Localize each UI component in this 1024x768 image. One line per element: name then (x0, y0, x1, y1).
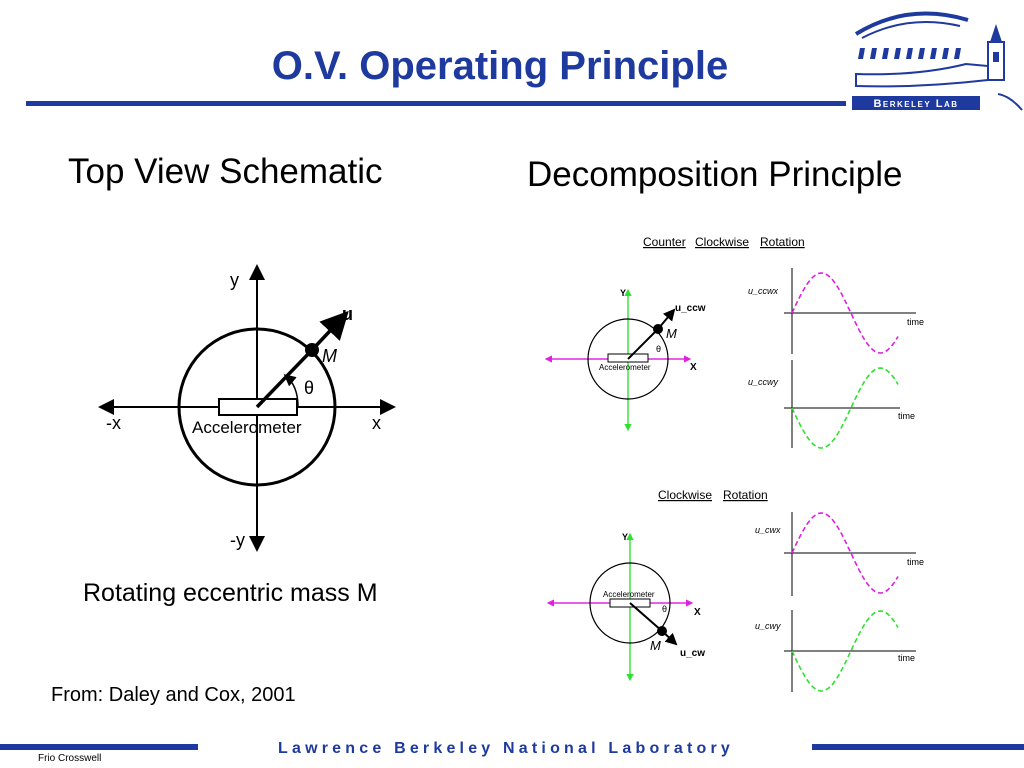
u-vector-arrow (310, 310, 349, 352)
ccw-y-component-wave (791, 367, 899, 449)
ccw-x-label: X (690, 362, 697, 373)
neg-x-label: -x (106, 413, 121, 433)
ccw-y-label: Y (620, 288, 626, 298)
diagram-caption: Rotating eccentric mass M (83, 579, 378, 607)
title-divider (26, 101, 846, 106)
cw-theta-label: θ (662, 604, 667, 614)
cw-plot2-label: u_cwy (755, 621, 781, 631)
theta-label: θ (304, 378, 314, 398)
mass-label: M (322, 346, 337, 366)
decomposition-diagram: Counter Clockwise Rotation Y X u_ccw M θ… (544, 235, 924, 692)
ccw-title-word-2: Clockwise (695, 235, 749, 249)
cw-title-word-2: Rotation (723, 488, 768, 502)
neg-y-label: -y (230, 530, 245, 550)
cw-circle (589, 562, 671, 644)
cw-mass-label: M (650, 638, 661, 653)
svg-text:Clockwise Rotation: Clockwise Rotation (658, 488, 768, 502)
ccw-block: Counter Clockwise Rotation Y X u_ccw M θ… (544, 235, 924, 449)
cw-accelerometer-label: Accelerometer (603, 590, 655, 599)
logo-text: Berkeley Lab (873, 98, 958, 110)
ccw-title-word-1: Counter (643, 235, 686, 249)
ccw-title-word-3: Rotation (760, 235, 805, 249)
eccentric-mass (305, 343, 319, 357)
cw-plot1-label: u_cwx (755, 525, 781, 535)
ccw-accelerometer-label: Accelerometer (599, 363, 651, 372)
right-panel-heading: Decomposition Principle (527, 155, 903, 194)
ccw-mass (653, 324, 663, 334)
ccw-vector-label: u_ccw (675, 303, 706, 314)
ccw-arm (627, 328, 659, 360)
ccw-plot1-label: u_ccwx (748, 286, 779, 296)
cw-plot2-time-label: time (898, 653, 915, 663)
ccw-circle (587, 318, 669, 400)
cw-mass (657, 626, 667, 636)
angle-arc (283, 374, 299, 408)
cw-x-label: X (694, 607, 701, 618)
ccw-plot2-time-label: time (898, 411, 915, 421)
author-credit: Frio Crosswell (38, 753, 102, 764)
page-title: O.V. Operating Principle (271, 44, 729, 88)
cw-y-label: Y (622, 532, 628, 542)
cw-vector-label: u_cw (680, 648, 705, 659)
rotation-circle (177, 327, 337, 487)
berkeley-lab-logo: Berkeley Lab (852, 11, 1023, 111)
cw-arm (629, 602, 663, 632)
ccw-plot2-label: u_ccwy (748, 377, 779, 387)
x-label: x (372, 413, 381, 433)
y-label: y (230, 270, 239, 290)
left-panel-heading: Top View Schematic (68, 152, 383, 191)
svg-text:Counter Clockwise: Counter Clockwise Rotation (643, 235, 805, 249)
ccw-theta-label: θ (656, 344, 661, 354)
cw-y-component-wave (791, 610, 899, 692)
ccw-plot1-time-label: time (907, 317, 924, 327)
accelerometer-label: Accelerometer (192, 418, 302, 437)
footer-rule-left (0, 744, 198, 750)
cw-plot1-time-label: time (907, 557, 924, 567)
footer-rule-right (812, 744, 1024, 750)
source-citation: From: Daley and Cox, 2001 (51, 684, 296, 706)
cw-title-word-1: Clockwise (658, 488, 712, 502)
top-view-schematic: y -y x -x u M θ Accelerometer (98, 264, 396, 552)
cw-x-component-wave (791, 512, 899, 594)
u-label: u (342, 304, 353, 324)
cw-block: Clockwise Rotation Y X u_cw M θ Accelero… (546, 488, 924, 692)
footer-lab-name: Lawrence Berkeley National Laboratory (278, 740, 734, 757)
ccw-x-component-wave (791, 272, 899, 354)
ccw-mass-label: M (666, 326, 677, 341)
